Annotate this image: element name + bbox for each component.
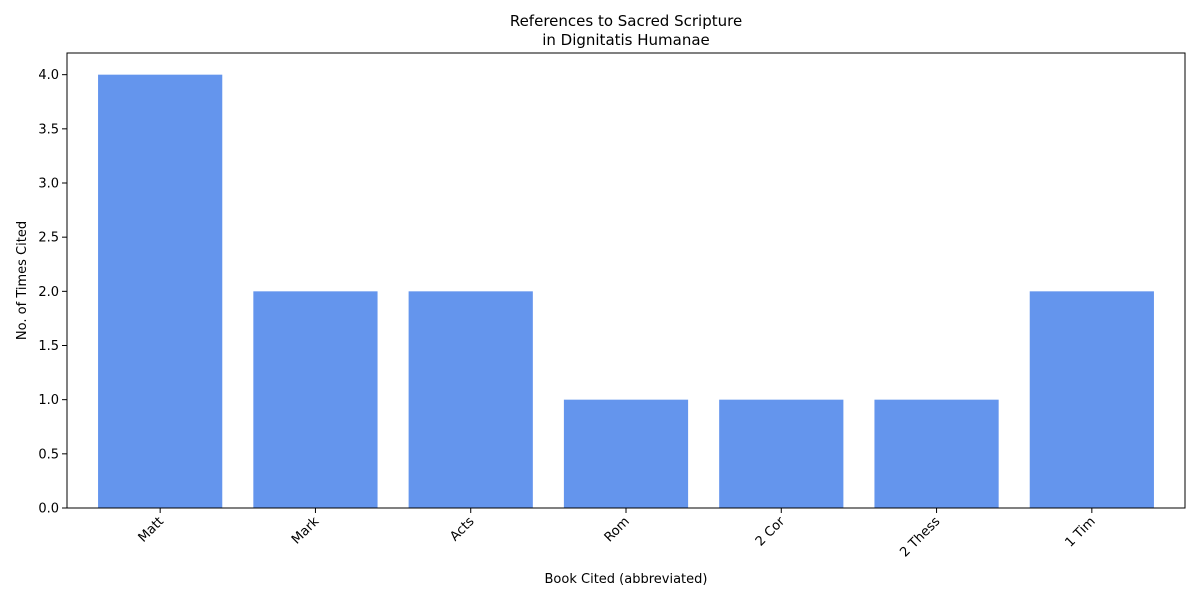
y-axis-label: No. of Times Cited (15, 221, 30, 340)
x-tick-label: 2 Cor (753, 514, 789, 550)
y-tick-label: 1.5 (38, 339, 59, 354)
y-tick-label: 1.0 (38, 393, 59, 408)
chart-title-line-1: References to Sacred Scripture (510, 12, 742, 30)
y-tick-label: 3.5 (38, 122, 59, 137)
y-tick-label: 2.0 (38, 285, 59, 300)
bar-acts (408, 291, 533, 508)
y-tick-label: 2.5 (38, 231, 59, 246)
bar-2-thess (874, 399, 999, 508)
y-tick-label: 0.0 (38, 502, 59, 517)
plot-area-frame (66, 52, 1186, 509)
chart-title-line-2: in Dignitatis Humanae (542, 31, 710, 49)
bar-rom (563, 399, 689, 508)
x-tick-label: Rom (602, 514, 633, 545)
bar-matt (98, 74, 223, 509)
bars-group (98, 74, 1154, 509)
x-tick-label: Matt (136, 514, 167, 545)
bar-2-cor (719, 399, 844, 508)
x-axis: Matt Mark Acts Rom 2 Cor 2 Thess 1 Tim (136, 508, 1099, 560)
x-tick-label: Mark (289, 514, 323, 548)
x-tick-label: Acts (447, 514, 477, 544)
x-axis-label: Book Cited (abbreviated) (545, 572, 708, 587)
x-tick-label: 1 Tim (1062, 514, 1098, 550)
y-tick-label: 4.0 (38, 68, 59, 83)
y-axis: 0.0 0.5 1.0 1.5 2.0 2.5 3.0 3.5 4.0 (38, 68, 67, 517)
y-tick-label: 3.0 (38, 177, 59, 192)
y-tick-label: 0.5 (38, 447, 59, 462)
bar-mark (253, 291, 378, 508)
x-tick-label: 2 Thess (897, 514, 943, 560)
bar-1-tim (1029, 291, 1154, 508)
